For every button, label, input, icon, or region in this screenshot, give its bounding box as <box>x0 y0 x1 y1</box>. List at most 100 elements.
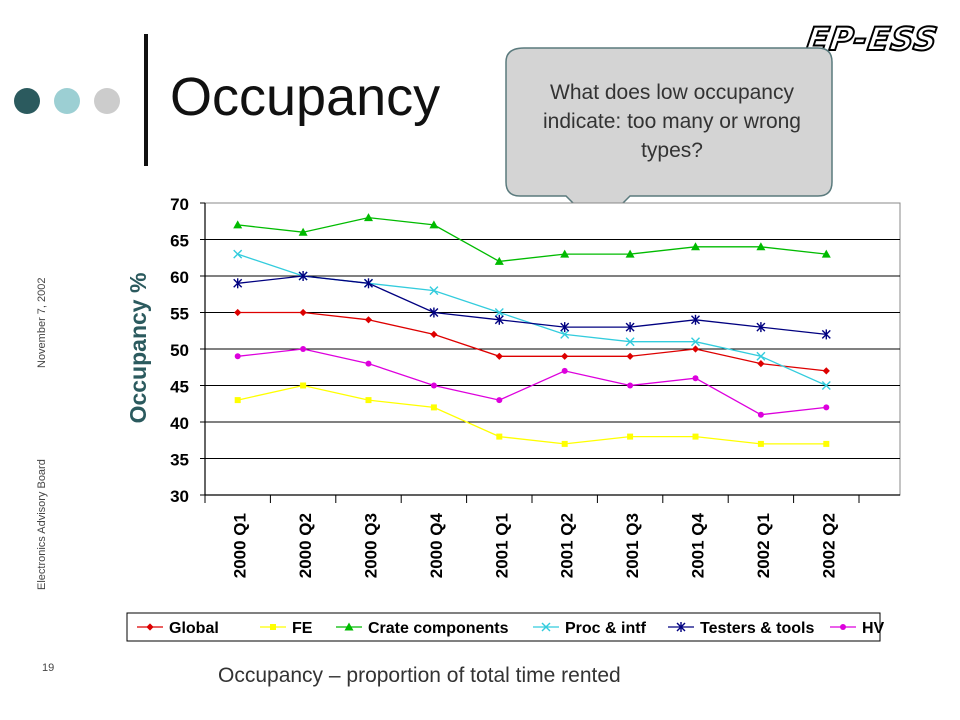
data-point-crate-components <box>560 249 570 258</box>
data-point-global <box>822 367 830 375</box>
data-point-fe <box>627 433 634 440</box>
data-point-global <box>561 352 569 360</box>
dot-dark <box>14 88 40 114</box>
data-point-crate-components <box>298 227 308 236</box>
y-tick-label: 60 <box>170 268 189 287</box>
callout-text: What does low occupancy indicate: too ma… <box>543 81 801 162</box>
data-point-crate-components <box>429 220 439 229</box>
decorative-dots <box>14 88 120 114</box>
data-point-global <box>364 316 373 324</box>
data-point-testers-tools <box>691 314 700 325</box>
data-point-hv <box>757 411 764 418</box>
data-point-testers-tools <box>756 322 766 333</box>
y-tick-label: 50 <box>170 341 189 360</box>
legend-label-testers-tools: Testers & tools <box>700 620 815 637</box>
series-line-testers-tools <box>237 275 827 336</box>
data-point-fe <box>561 440 568 447</box>
legend-label-global: Global <box>169 620 219 637</box>
data-point-proc-intf <box>691 337 700 347</box>
series-line-fe <box>237 384 827 445</box>
x-tick-label: 2001 Q2 <box>558 513 577 578</box>
data-point-testers-tools <box>298 271 308 281</box>
y-tick-label: 55 <box>170 305 189 324</box>
data-point-hv <box>365 360 372 367</box>
data-point-hv <box>561 367 568 374</box>
data-point-crate-components <box>625 249 635 258</box>
data-point-crate-components <box>494 256 504 265</box>
data-point-global <box>430 330 438 338</box>
y-axis-title: Occupancy % <box>125 273 151 424</box>
data-point-proc-intf <box>625 337 635 347</box>
x-tick-label: 2000 Q2 <box>296 513 315 578</box>
data-point-proc-intf <box>429 286 439 296</box>
data-point-global <box>495 352 503 360</box>
data-point-proc-intf <box>233 249 243 259</box>
data-point-crate-components <box>691 242 700 251</box>
data-point-global <box>691 345 700 353</box>
legend-marker-fe <box>270 624 276 630</box>
data-point-hv <box>496 397 503 404</box>
x-tick-label: 2001 Q3 <box>623 513 642 578</box>
data-point-global <box>299 308 307 317</box>
series-line-global <box>237 311 827 372</box>
y-tick-label: 65 <box>170 232 189 251</box>
data-point-crate-components <box>233 220 243 229</box>
data-point-proc-intf <box>560 329 570 339</box>
dot-teal <box>54 88 80 114</box>
data-point-crate-components <box>364 213 373 222</box>
page-number: 19 <box>42 662 55 674</box>
data-point-testers-tools <box>429 307 439 318</box>
series-line-crate-components <box>237 216 827 263</box>
legend-marker-hv <box>840 624 846 630</box>
data-point-fe <box>365 397 372 404</box>
series-line-hv <box>237 348 827 416</box>
legend-marker-testers-tools <box>676 622 686 632</box>
data-point-crate-components <box>821 249 831 258</box>
data-point-crate-components <box>756 242 766 251</box>
data-point-proc-intf <box>494 308 504 317</box>
slide-caption: Occupancy – proportion of total time ren… <box>218 664 621 687</box>
legend-label-hv: HV <box>862 620 885 637</box>
y-tick-label: 45 <box>170 378 189 397</box>
data-point-testers-tools <box>494 314 504 325</box>
data-point-testers-tools <box>625 322 635 333</box>
y-tick-label: 30 <box>170 487 189 506</box>
y-tick-label: 40 <box>170 414 189 433</box>
y-tick-label: 70 <box>170 195 189 214</box>
data-point-hv <box>823 404 830 411</box>
data-point-fe <box>692 433 699 440</box>
legend <box>126 612 881 642</box>
x-tick-label: 2000 Q3 <box>362 513 381 578</box>
legend-marker-crate-components <box>344 622 354 631</box>
data-point-hv <box>300 346 307 352</box>
x-tick-label: 2001 Q1 <box>492 513 511 578</box>
data-point-testers-tools <box>233 278 243 289</box>
legend-label-fe: FE <box>292 620 313 637</box>
legend-marker-global <box>146 623 154 631</box>
data-point-hv <box>627 382 634 389</box>
data-point-testers-tools <box>821 329 831 340</box>
legend-label-crate-components: Crate components <box>368 620 509 637</box>
data-point-fe <box>496 433 503 440</box>
x-tick-label: 2001 Q4 <box>689 512 708 578</box>
data-point-testers-tools <box>364 278 373 289</box>
data-point-fe <box>234 397 241 404</box>
data-point-testers-tools <box>560 322 570 333</box>
legend-marker-proc-intf <box>541 622 551 632</box>
slide-title: Occupancy <box>170 67 441 127</box>
data-point-hv <box>692 375 699 382</box>
data-point-fe <box>823 440 830 447</box>
data-point-hv <box>430 382 437 389</box>
x-tick-label: 2000 Q1 <box>231 513 250 578</box>
data-point-global <box>234 308 242 317</box>
title-divider <box>144 34 148 166</box>
x-tick-label: 2002 Q2 <box>819 513 838 578</box>
data-point-hv <box>234 353 241 360</box>
data-point-proc-intf <box>756 351 766 361</box>
data-point-global <box>626 352 634 360</box>
x-tick-label: 2000 Q4 <box>427 512 446 578</box>
dot-gray <box>94 88 120 114</box>
data-point-fe <box>430 404 437 411</box>
data-point-proc-intf <box>821 381 831 390</box>
